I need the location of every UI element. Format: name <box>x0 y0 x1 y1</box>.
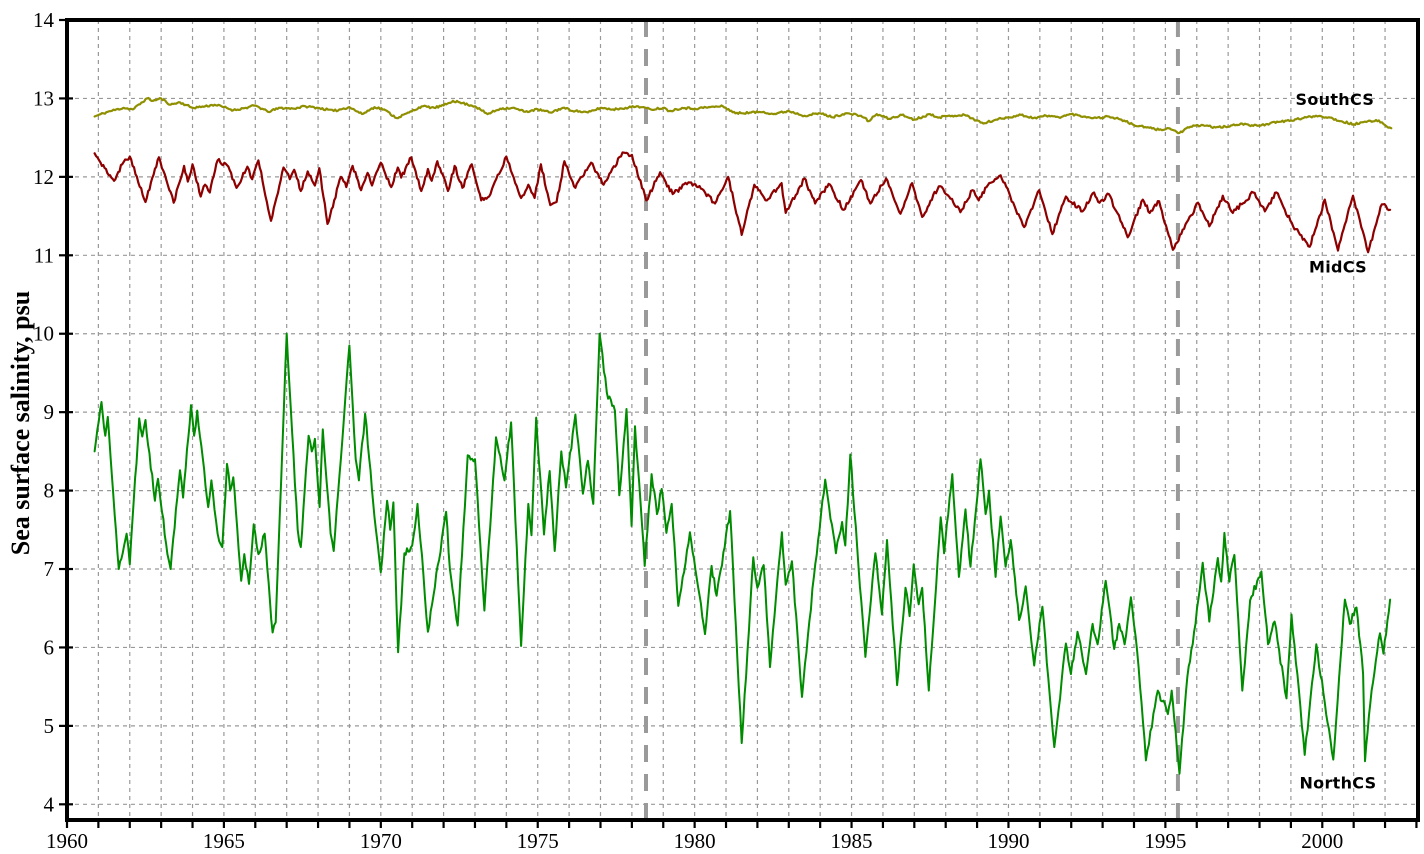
y-tick-label: 14 <box>33 8 55 32</box>
series-line-southcs <box>93 96 1393 135</box>
x-tick-label: 1975 <box>517 829 559 853</box>
series-line-northcs <box>93 332 1392 775</box>
y-tick-label: 4 <box>44 792 55 816</box>
plot-border <box>65 18 1420 822</box>
y-tick-label: 11 <box>34 243 54 267</box>
y-tick-label: 9 <box>44 400 55 424</box>
x-tick-label: 1965 <box>203 829 245 853</box>
y-tick-label: 8 <box>44 479 55 503</box>
x-tick-label: 1980 <box>674 829 716 853</box>
x-tick-label: 1970 <box>360 829 402 853</box>
series-label-southcs: SouthCS <box>1296 90 1375 109</box>
x-tick-label: 1995 <box>1144 829 1186 853</box>
y-tick-label: 7 <box>44 557 55 581</box>
series-line-midcs <box>93 151 1392 254</box>
x-tick-label: 1985 <box>831 829 873 853</box>
x-tick-label: 1990 <box>987 829 1029 853</box>
y-axis-title: Sea surface salinity, psu <box>6 290 35 556</box>
x-tick-label: 1960 <box>46 829 88 853</box>
series-label-northcs: NorthCS <box>1299 773 1376 792</box>
series-label-midcs: MidCS <box>1309 257 1367 276</box>
x-tick-label: 2000 <box>1301 829 1343 853</box>
y-tick-label: 6 <box>44 635 55 659</box>
y-tick-label: 10 <box>33 322 54 346</box>
y-tick-label: 13 <box>33 86 54 110</box>
y-tick-label: 5 <box>44 714 55 738</box>
y-tick-label: 12 <box>33 165 54 189</box>
